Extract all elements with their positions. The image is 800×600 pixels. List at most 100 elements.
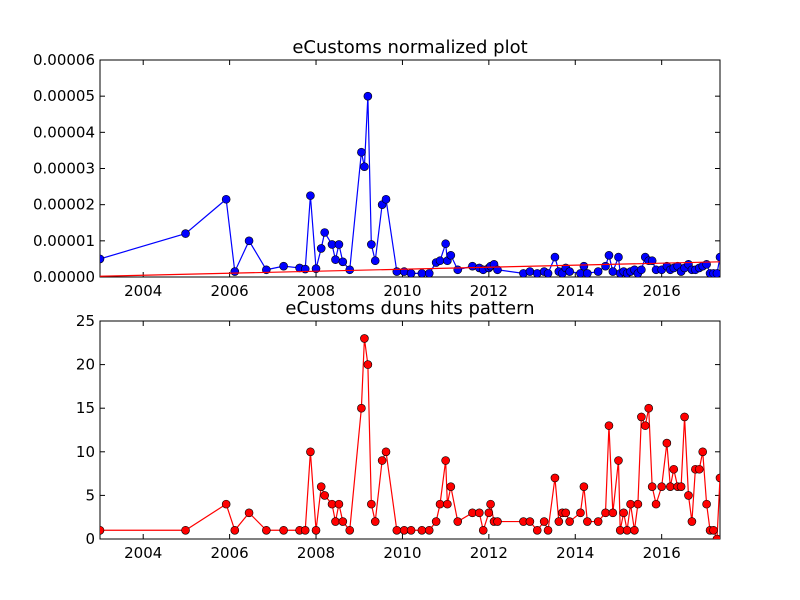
duns-y-tick-label: 20	[76, 356, 95, 374]
normalized-data-point	[367, 240, 376, 249]
normalized-data-point	[525, 267, 535, 276]
normalized-data-point	[100, 254, 105, 264]
normalized-data-point	[593, 267, 603, 276]
normalized-data-point	[230, 267, 240, 276]
duns-data-point	[230, 525, 240, 535]
duns-y-tick-label: 0	[85, 530, 95, 548]
duns-data-point	[626, 499, 635, 509]
duns-y-tick-label: 25	[76, 312, 95, 330]
normalized-y-tick-label: 0.00002	[33, 196, 95, 214]
duns-data-point	[593, 517, 603, 526]
normalized-data-point	[583, 269, 592, 277]
duns-data-point	[306, 447, 315, 457]
duns-data-point	[561, 508, 571, 518]
normalized-data-point	[345, 265, 355, 275]
duns-data-point	[381, 447, 391, 457]
normalized-data-point	[381, 194, 391, 204]
normalized-data-point	[181, 229, 190, 238]
normalized-data-point	[360, 162, 369, 171]
duns-data-point	[377, 456, 387, 465]
normalized-x-tick-label: 2016	[643, 282, 681, 300]
duns-data-point	[622, 525, 632, 535]
duns-data-point	[579, 482, 589, 491]
duns-data-point	[262, 525, 271, 535]
duns-data-point	[316, 482, 326, 491]
duns-x-tick-label: 2004	[124, 544, 162, 562]
duns-data-point	[338, 517, 348, 526]
normalized-x-tick-label: 2008	[297, 282, 335, 300]
duns-x-tick-label: 2012	[470, 544, 508, 562]
normalized-data-point	[647, 256, 657, 266]
normalized-plot-panel: eCustoms normalized plot 2004 2006 2008 201…	[33, 37, 721, 300]
duns-data-point	[360, 334, 369, 343]
normalized-x-tick-label: 2010	[383, 282, 421, 300]
duns-axes-frame	[99, 320, 721, 540]
duns-data-point	[644, 403, 654, 413]
normalized-data-point	[331, 255, 340, 264]
normalized-series-0-line	[100, 96, 720, 275]
normalized-data-point	[579, 261, 589, 271]
duns-data-point	[345, 525, 355, 535]
duns-data-point	[417, 525, 427, 535]
duns-data-point	[662, 438, 672, 448]
normalized-series-1-line	[100, 261, 720, 277]
duns-data-point	[532, 525, 542, 535]
duns-data-point	[550, 473, 560, 483]
duns-data-point	[709, 525, 718, 535]
duns-hits-title: eCustoms duns hits pattern	[285, 298, 534, 319]
normalized-data-point	[424, 269, 434, 277]
normalized-y-tick-label: 0.00004	[33, 123, 95, 141]
duns-x-tick-label: 2006	[211, 544, 249, 562]
duns-data-point	[554, 517, 564, 526]
duns-data-point	[363, 360, 373, 369]
normalized-data-point	[306, 191, 315, 200]
normalized-x-tick-label: 2006	[211, 282, 249, 300]
duns-data-point	[100, 525, 105, 535]
duns-data-point	[484, 508, 494, 518]
duns-data-point	[441, 456, 450, 465]
duns-data-point	[669, 464, 679, 474]
duns-data-point	[424, 525, 434, 535]
duns-data-point	[431, 517, 441, 526]
normalized-y-tick-label: 0.00006	[33, 51, 95, 69]
duns-data-point	[221, 499, 231, 509]
duns-data-point	[181, 525, 190, 535]
normalized-data-point	[244, 236, 254, 246]
duns-x-tick-label: 2010	[383, 544, 421, 562]
duns-data-point	[687, 517, 697, 526]
duns-data-point	[370, 517, 380, 526]
duns-data-point	[392, 525, 402, 535]
normalized-data-point	[565, 267, 574, 276]
duns-y-tick-label: 15	[76, 399, 95, 417]
duns-data-point	[651, 499, 661, 509]
duns-data-point	[576, 508, 585, 518]
duns-data-point	[633, 499, 643, 509]
normalized-x-tick-label: 2012	[470, 282, 508, 300]
duns-data-point	[367, 499, 376, 509]
normalized-data-point	[279, 261, 288, 271]
normalized-plot-title: eCustoms normalized plot	[292, 37, 527, 58]
duns-data-point	[446, 482, 456, 491]
normalized-data-point	[604, 251, 614, 260]
normalized-data-point	[334, 240, 344, 249]
normalized-data-point	[550, 252, 560, 262]
duns-data-point	[604, 421, 614, 430]
duns-hits-panel: eCustoms duns hits pattern 2004 2006 2008 2…	[76, 298, 721, 562]
normalized-data-point	[221, 194, 231, 204]
duns-data-point	[357, 403, 366, 413]
duns-data-point	[583, 517, 592, 526]
normalized-x-tick-label: 2014	[556, 282, 594, 300]
normalized-data-point	[363, 91, 373, 101]
normalized-y-tick-label: 0.00003	[33, 160, 95, 178]
duns-data-area	[100, 334, 720, 539]
duns-data-point	[406, 525, 416, 535]
normalized-data-point	[608, 267, 618, 276]
duns-data-point	[443, 499, 452, 509]
normalized-data-point	[637, 265, 646, 275]
duns-y-tick-label: 5	[85, 486, 95, 504]
normalized-y-tick-label: 0.00000	[33, 268, 95, 286]
duns-data-point	[614, 456, 623, 465]
normalized-data-point	[493, 265, 502, 275]
duns-data-point	[640, 421, 650, 430]
